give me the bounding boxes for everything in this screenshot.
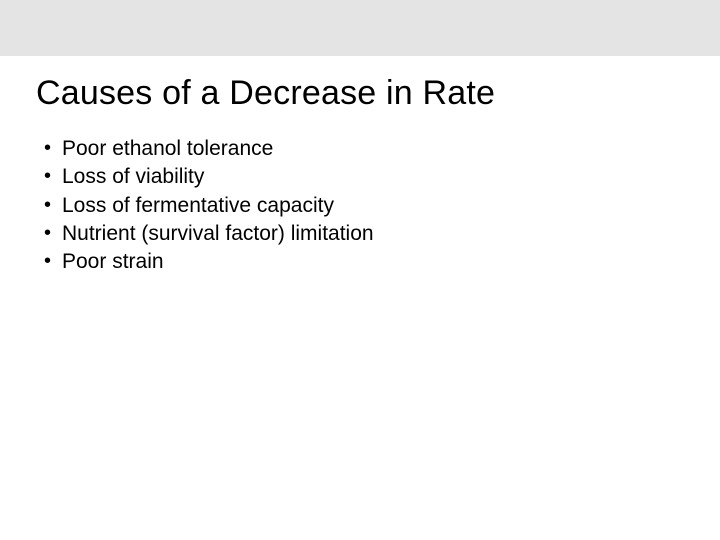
list-item: Loss of viability xyxy=(44,163,684,191)
list-item: Nutrient (survival factor) limitation xyxy=(44,220,684,248)
list-item: Poor strain xyxy=(44,248,684,276)
slide-title: Causes of a Decrease in Rate xyxy=(36,74,684,113)
list-item: Poor ethanol tolerance xyxy=(44,135,684,163)
list-item: Loss of fermentative capacity xyxy=(44,192,684,220)
top-band xyxy=(0,0,720,56)
slide-body: Causes of a Decrease in Rate Poor ethano… xyxy=(0,56,720,277)
bullet-list: Poor ethanol tolerance Loss of viability… xyxy=(36,135,684,277)
